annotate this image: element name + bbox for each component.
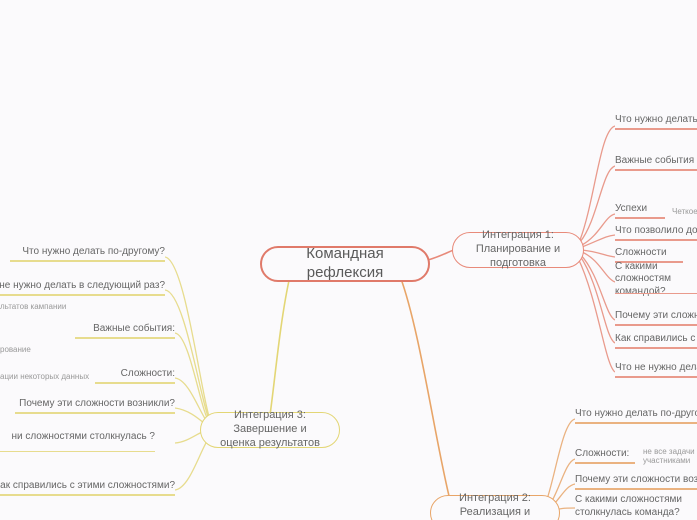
b3-leaf-6[interactable]: Как справились с этими сложностями? [0, 480, 175, 496]
branch-integration-3[interactable]: Интеграция 3: Завершение и оценка резуль… [200, 412, 340, 448]
b1-leaf-7[interactable]: Как справились с эти [615, 333, 697, 349]
b3-leaf-0[interactable]: Что нужно делать по-другому? [10, 246, 165, 262]
b1-leaf-2-sub: Четкое по [672, 207, 697, 216]
mindmap-canvas: Командная рефлексия Интеграция 1: Планир… [0, 0, 697, 520]
b3-leaf-5[interactable]: ни сложностями столкнулась ? [0, 426, 155, 452]
b1-leaf-6[interactable]: Почему эти сложност [615, 310, 697, 326]
b3-leaf-4[interactable]: Почему эти сложности возникли? [15, 398, 175, 414]
b3-leaf-1-sub: льтатов кампании [0, 302, 66, 311]
b2-leaf-3[interactable]: С какими сложностями столкнулась команда… [575, 495, 697, 520]
branch-integration-1[interactable]: Интеграция 1: Планирование и подготовка [452, 232, 584, 268]
b2-leaf-1[interactable]: Сложности: [575, 448, 635, 464]
b1-leaf-8[interactable]: Что не нужно делать? [615, 362, 697, 378]
root-node[interactable]: Командная рефлексия [260, 246, 430, 282]
b3-leaf-2[interactable]: Важные события: [75, 323, 175, 339]
b3-leaf-3[interactable]: Сложности: [95, 368, 175, 384]
b1-leaf-1[interactable]: Важные события [615, 155, 697, 171]
b1-leaf-3[interactable]: Что позволило добить [615, 225, 697, 241]
b1-leaf-0[interactable]: Что нужно делать по- [615, 114, 697, 130]
b1-leaf-5[interactable]: С какими сложностям командой? [615, 268, 697, 294]
b2-leaf-0[interactable]: Что нужно делать по-другому? [575, 408, 697, 424]
branch-integration-2[interactable]: Интеграция 2: Реализация и выполнение [430, 495, 560, 520]
b3-leaf-2-sub: рование [0, 345, 31, 354]
b2-leaf-1-sub: не все задачи б участниками [643, 448, 697, 466]
b3-leaf-3-sub: ации некоторых данных [0, 372, 89, 381]
b1-leaf-2[interactable]: Успехи [615, 203, 665, 219]
b3-leaf-1[interactable]: не нужно делать в следующий раз? [0, 280, 165, 296]
b2-leaf-2[interactable]: Почему эти сложности возникли? [575, 474, 697, 490]
